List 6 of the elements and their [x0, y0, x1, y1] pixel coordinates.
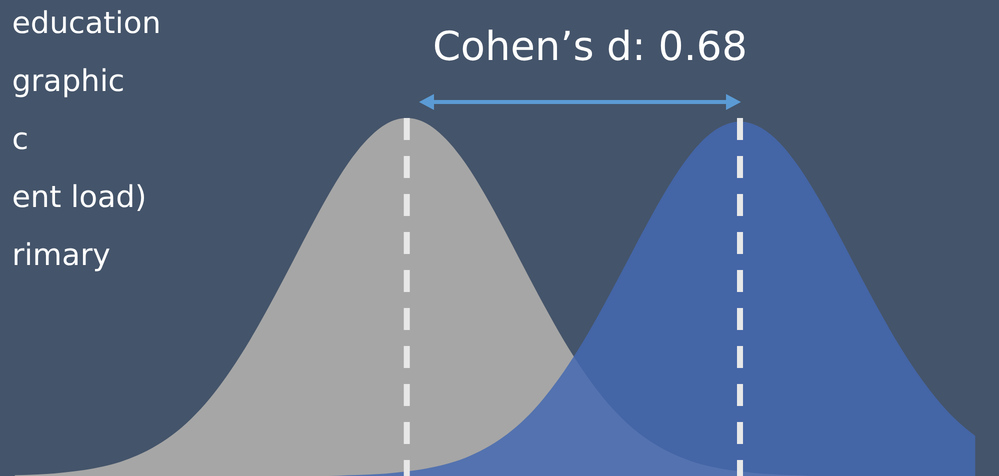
text: education: [12, 6, 161, 41]
text: graphic: [12, 64, 125, 99]
chart-title: Cohen’s d: 0.68: [432, 24, 748, 70]
annotation: rimary: [12, 238, 110, 273]
annotation: c: [12, 122, 28, 157]
annotation: ent load): [12, 180, 147, 215]
